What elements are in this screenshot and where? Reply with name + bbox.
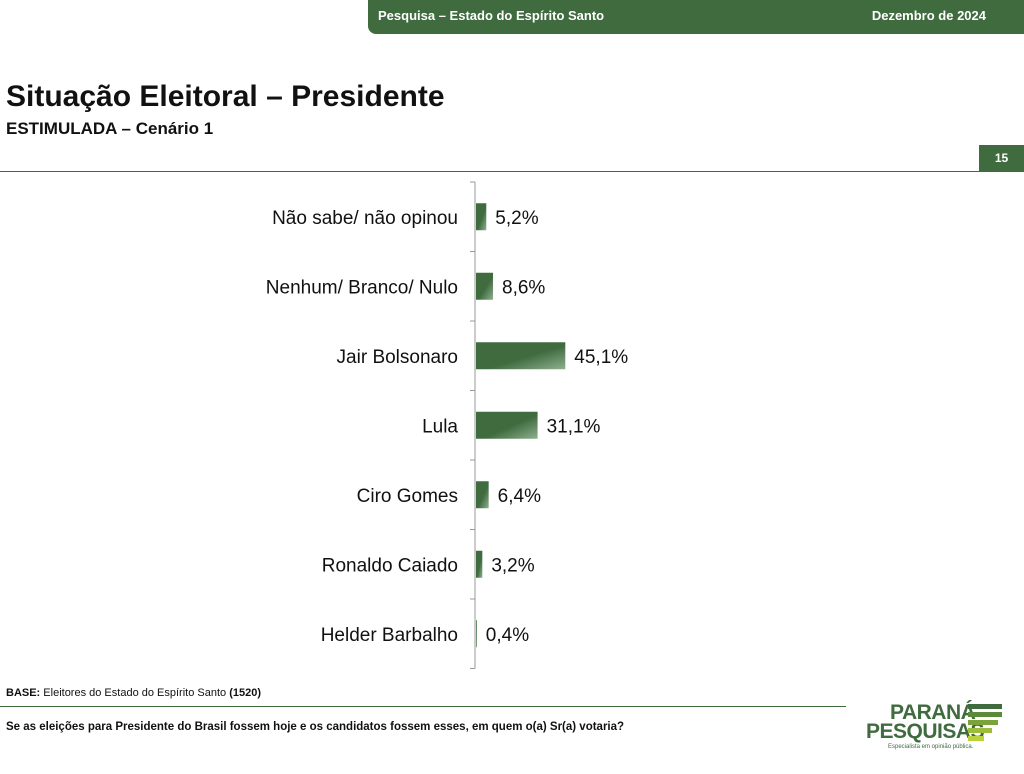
category-label: Lula [422,416,458,437]
base-text: Eleitores do Estado do Espírito Santo [40,687,230,699]
parana-pesquisas-logo: PARANÁ PESQUISAS Especialista em opinião… [864,700,1004,756]
header-bar: Pesquisa – Estado do Espírito Santo Deze… [368,0,1024,34]
category-label: Nenhum/ Branco/ Nulo [266,277,458,298]
category-label: Ciro Gomes [357,486,458,507]
category-label: Helder Barbalho [321,625,458,646]
value-label: 3,2% [491,555,534,576]
page-title: Situação Eleitoral – Presidente [6,80,445,113]
value-label: 8,6% [502,277,545,298]
logo-line-2: PESQUISAS [866,720,985,743]
bar [476,203,487,231]
value-label: 0,4% [486,625,529,646]
bar-chart: Não sabe/ não opinou 5,2% Nenhum/ Branco/ … [266,181,628,669]
logo-stripes-icon [968,704,1002,741]
base-note: BASE: Eleitores do Estado do Espírito Sa… [6,687,261,699]
value-label: 45,1% [574,347,628,368]
page-number: 15 [979,145,1024,172]
bar [476,411,538,439]
value-label: 5,2% [495,208,538,229]
bar [476,550,483,578]
bar [476,272,494,300]
category-label: Jair Bolsonaro [337,347,458,368]
footer-divider [0,706,846,707]
bar [476,342,566,370]
logo-line-1: PARANÁ [890,701,976,724]
base-label: BASE: [6,687,41,699]
bar [476,481,489,509]
page-subtitle: ESTIMULADA – Cenário 1 [6,119,214,138]
header-divider [0,171,1024,172]
survey-date: Dezembro de 2024 [871,8,986,23]
category-label: Ronaldo Caiado [322,555,458,576]
category-label: Não sabe/ não opinou [272,208,458,229]
value-label: 6,4% [498,486,541,507]
survey-question: Se as eleições para Presidente do Brasil… [6,721,625,733]
survey-title: Pesquisa – Estado do Espírito Santo [378,8,605,23]
base-count: (1520) [229,687,261,699]
value-label: 31,1% [547,416,601,437]
bar [476,620,477,648]
logo-tagline: Especialista em opinião pública. [888,744,974,750]
